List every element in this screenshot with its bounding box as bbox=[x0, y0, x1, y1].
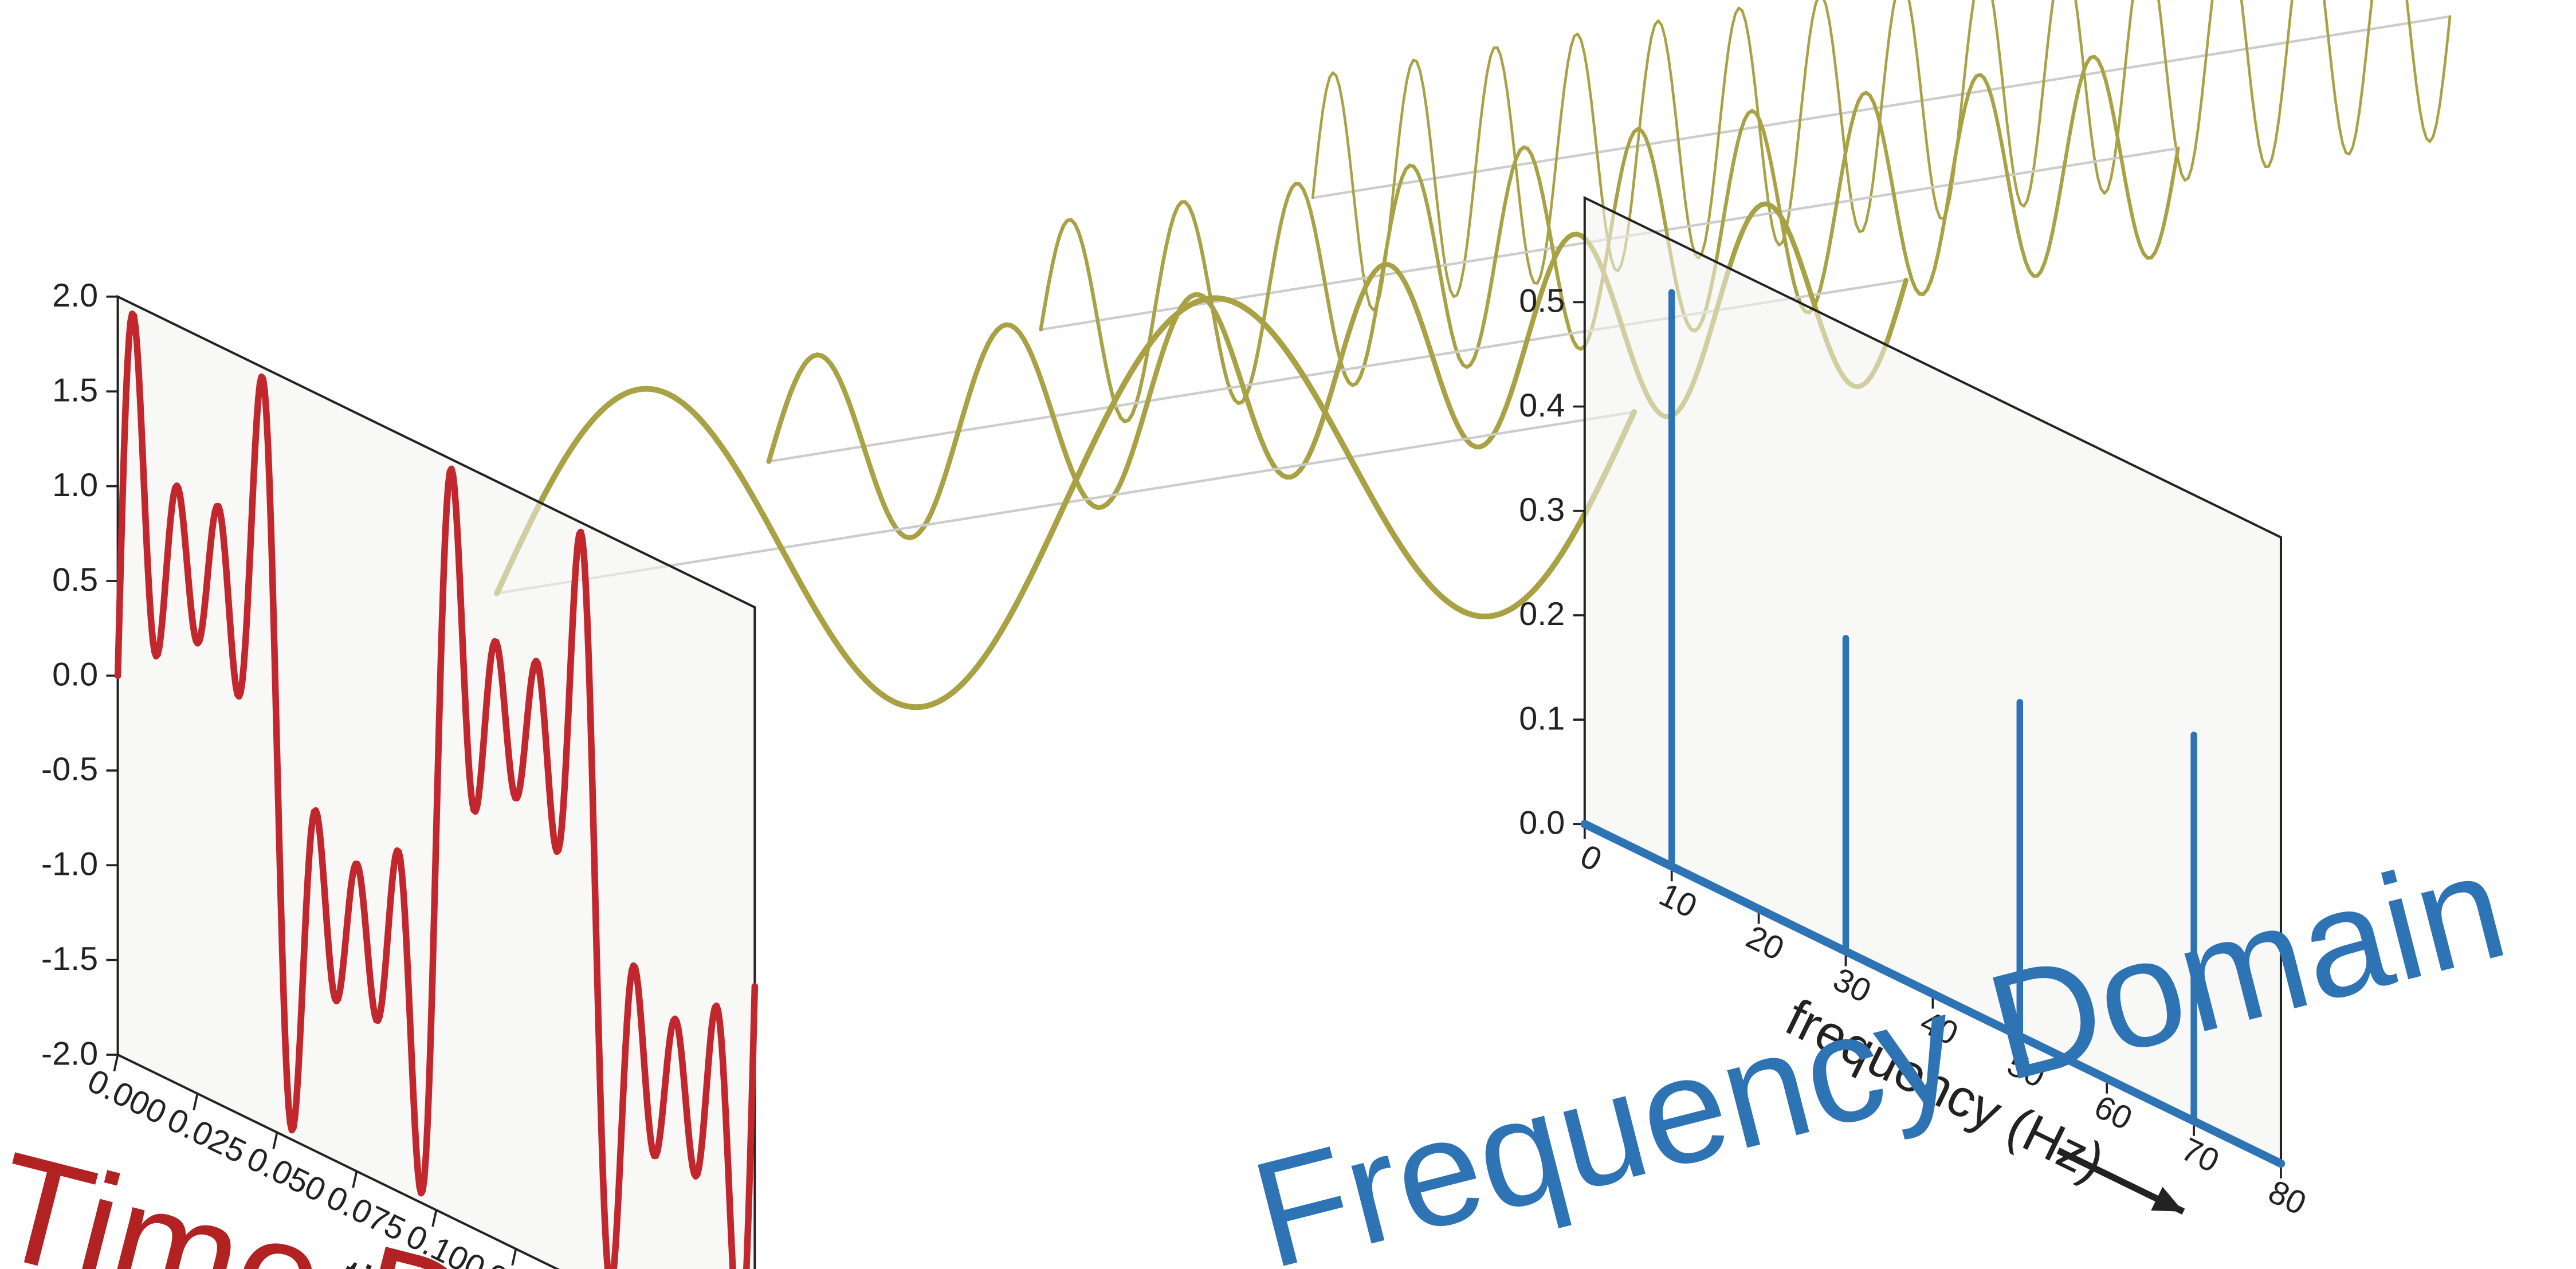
freq-ytick-label: 0.0 bbox=[1519, 805, 1565, 842]
component-sinusoid bbox=[1313, 0, 2450, 310]
time-domain-panel: -2.0-1.5-1.0-0.50.00.51.01.52.00.0000.02… bbox=[41, 277, 809, 1269]
time-xtick bbox=[273, 1133, 277, 1149]
time-ytick-label: 1.5 bbox=[52, 372, 98, 408]
time-ytick-label: -0.5 bbox=[41, 751, 98, 788]
freq-xtick-label: 0 bbox=[1574, 838, 1607, 879]
freq-xtick-label: 20 bbox=[1741, 918, 1790, 968]
time-ytick-label: 0.5 bbox=[52, 561, 98, 598]
fourier-3d-diagram: -2.0-1.5-1.0-0.50.00.51.01.52.00.0000.02… bbox=[0, 0, 2576, 1269]
time-xtick bbox=[194, 1094, 197, 1110]
freq-xtick-label: 80 bbox=[2263, 1173, 2312, 1223]
time-xtick bbox=[353, 1171, 356, 1188]
time-xtick bbox=[433, 1210, 436, 1227]
time-ytick-label: -1.5 bbox=[41, 941, 98, 977]
time-xtick bbox=[114, 1055, 117, 1071]
time-ytick-label: -1.0 bbox=[41, 846, 98, 882]
freq-ytick-label: 0.4 bbox=[1519, 387, 1565, 424]
freq-ytick-label: 0.3 bbox=[1519, 492, 1565, 528]
freq-ytick-label: 0.1 bbox=[1519, 700, 1565, 737]
time-ytick-label: 1.0 bbox=[52, 467, 98, 504]
time-ytick-label: 0.0 bbox=[52, 657, 98, 693]
freq-ytick-label: 0.2 bbox=[1519, 596, 1565, 632]
freq-ytick-label: 0.5 bbox=[1519, 283, 1565, 320]
freq-xtick-label: 10 bbox=[1654, 876, 1703, 925]
freq-xtick-label: 70 bbox=[2176, 1131, 2225, 1180]
time-ytick-label: 2.0 bbox=[52, 277, 98, 314]
time-ytick-label: -2.0 bbox=[41, 1035, 98, 1072]
